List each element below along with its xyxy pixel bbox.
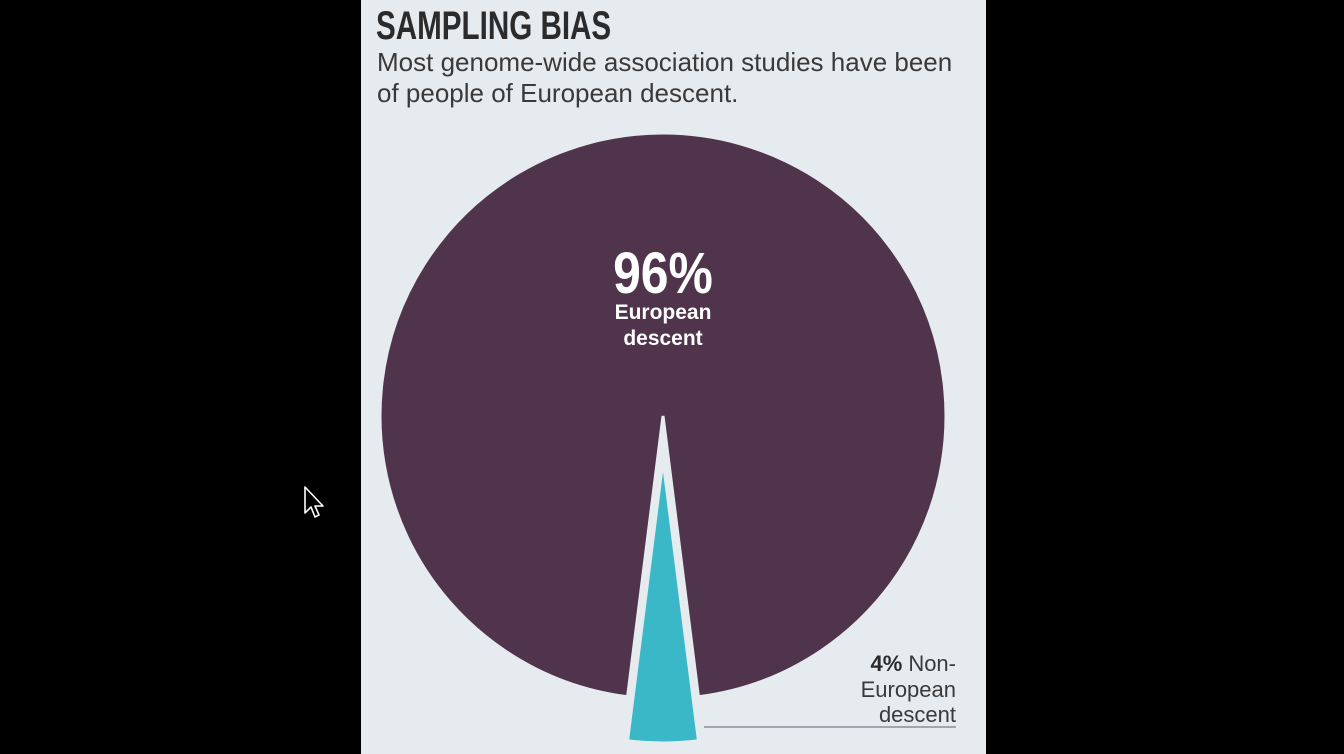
chart-title: SAMPLING BIAS [376,4,612,48]
minor-label-line-2: European [861,677,956,702]
pie-slice-non-european [625,459,701,745]
minor-label-line-1: 4% Non- [871,651,956,676]
major-percent-label: 96% [613,242,713,306]
chart-subtitle: Most genome-wide association studies hav… [377,47,953,108]
infographic-panel: SAMPLING BIAS Most genome-wide associati… [361,0,986,754]
pie-chart: 96% European descent 4% Non- European des… [378,131,956,745]
mouse-pointer-icon [304,486,324,518]
major-label-line-1: European [615,301,712,324]
minor-percent-label: 4% [871,651,903,676]
minor-label-line-3: descent [879,702,956,727]
major-label-line-2: descent [623,327,702,350]
pie-slice-european [378,131,948,699]
minor-label-text-1: Non- [908,651,956,676]
